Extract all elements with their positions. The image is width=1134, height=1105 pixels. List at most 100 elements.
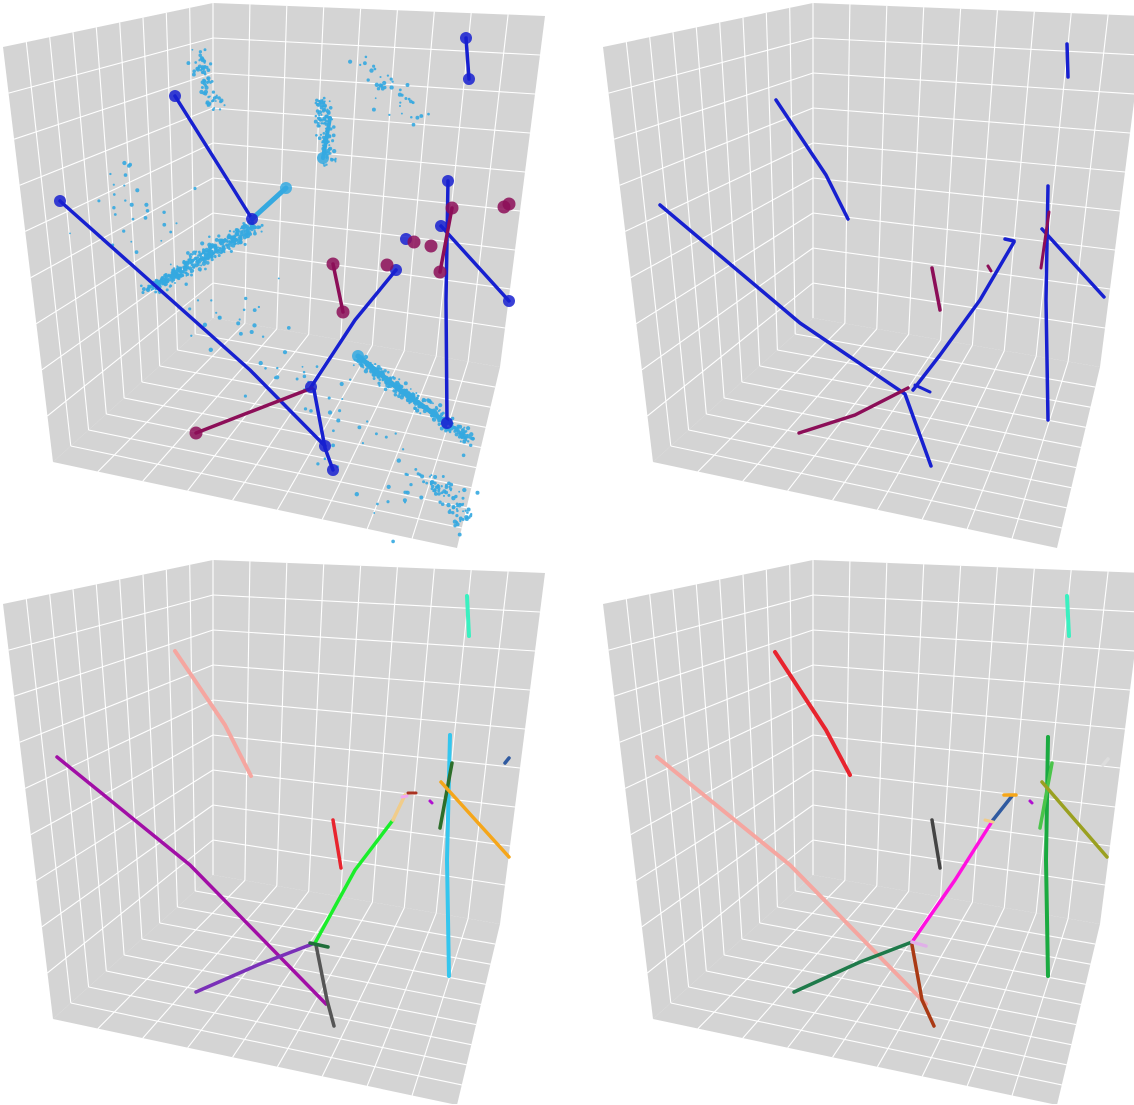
- hit-point: [199, 89, 204, 95]
- track-endpoint: [441, 417, 453, 429]
- track-endpoint: [326, 257, 340, 271]
- plot-3d-colored-tracks-a[interactable]: [0, 552, 567, 1104]
- grid-line: [670, 1002, 1062, 1086]
- grid-line: [812, 37, 1134, 56]
- plot-3d-colored-tracks-b[interactable]: [567, 552, 1134, 1104]
- hit-point: [458, 490, 461, 493]
- grid-line: [244, 4, 251, 324]
- grid-line: [636, 212, 814, 325]
- hit-point: [393, 392, 398, 397]
- hit-point: [447, 481, 451, 486]
- hit-point: [230, 244, 233, 247]
- hit-point: [143, 216, 148, 220]
- grid-line: [812, 664, 1131, 691]
- grid-line: [812, 247, 1111, 290]
- panel-hits-and-reco[interactable]: [0, 0, 567, 552]
- hit-point: [109, 172, 112, 176]
- hit-point: [252, 323, 257, 328]
- panel-colored-tracks-a[interactable]: [0, 552, 567, 1104]
- hit-point: [331, 133, 336, 138]
- grid-line: [1003, 11, 1035, 351]
- grid-line: [141, 938, 482, 1005]
- track-5: [313, 818, 395, 945]
- hit-point: [358, 361, 363, 366]
- hit-point: [457, 532, 462, 537]
- hit-point: [394, 432, 397, 435]
- hit-point: [413, 406, 417, 411]
- hit-point: [217, 96, 221, 100]
- panel-blue-reco-tracks[interactable]: [567, 0, 1134, 552]
- grid-line: [212, 282, 506, 329]
- hit-point: [444, 483, 448, 487]
- track-endpoint: [352, 350, 364, 362]
- grid-line: [212, 212, 516, 251]
- hit-point: [325, 163, 328, 166]
- hit-point: [198, 50, 203, 54]
- hit-point: [145, 209, 150, 213]
- grid-line: [97, 880, 246, 1029]
- hit-point: [402, 498, 407, 503]
- grid-line: [812, 282, 1106, 329]
- plot-3d-blue-reco-tracks[interactable]: [567, 0, 1134, 552]
- hit-point: [129, 202, 134, 207]
- hit-point: [317, 112, 320, 115]
- panel-colored-tracks-b[interactable]: [567, 552, 1134, 1104]
- hit-point: [168, 277, 173, 282]
- hit-point: [236, 321, 241, 326]
- hit-point: [448, 485, 451, 489]
- hit-point: [322, 122, 325, 125]
- hit-point: [211, 90, 216, 94]
- hit-point: [189, 252, 193, 256]
- hit-point: [130, 240, 133, 243]
- hit-point: [326, 111, 331, 115]
- grid-line: [812, 629, 1134, 652]
- hit-point: [160, 239, 163, 242]
- hit-point: [210, 256, 214, 259]
- track-11: [439, 780, 511, 859]
- hit-point: [315, 109, 320, 113]
- hit-point: [163, 273, 167, 278]
- track-6: [991, 794, 1014, 822]
- hit-point: [276, 366, 279, 370]
- hit-point: [466, 507, 471, 512]
- hit-point: [243, 242, 247, 246]
- hit-point: [462, 502, 465, 505]
- hit-point: [244, 296, 248, 301]
- hit-point: [242, 308, 246, 312]
- hit-point: [316, 102, 321, 107]
- hit-point: [202, 258, 207, 264]
- hit-point: [232, 238, 236, 242]
- hit-point: [396, 458, 401, 463]
- track-4: [309, 268, 398, 389]
- track-endpoint: [435, 220, 447, 232]
- hit-point: [253, 230, 256, 233]
- hit-point: [449, 489, 452, 492]
- hit-point: [374, 97, 377, 100]
- grid-line: [812, 804, 1111, 847]
- track-10: [438, 761, 454, 830]
- hit-point: [334, 157, 337, 160]
- plot-3d-hits-and-reco[interactable]: [0, 0, 567, 552]
- grid-line: [8, 594, 214, 651]
- hit-point: [327, 147, 331, 151]
- hit-point: [332, 429, 335, 433]
- hit-point: [144, 202, 149, 207]
- track-11: [1040, 780, 1109, 859]
- hit-point: [363, 61, 367, 66]
- grid-line: [308, 7, 325, 335]
- hit-point: [364, 55, 368, 59]
- hit-point: [430, 474, 433, 477]
- hit-point: [197, 256, 200, 259]
- hit-point: [418, 473, 422, 477]
- track-endpoint: [502, 197, 516, 211]
- hits-and-reco-axes-box: [3, 3, 545, 548]
- track-endpoint: [317, 152, 329, 164]
- hit-point: [409, 388, 412, 390]
- track-6: [439, 224, 511, 303]
- hit-point: [440, 485, 443, 488]
- hit-point: [240, 226, 244, 229]
- hit-point: [405, 490, 410, 495]
- track-endpoint: [336, 305, 350, 319]
- hit-point: [366, 420, 369, 423]
- grid-line: [212, 37, 541, 56]
